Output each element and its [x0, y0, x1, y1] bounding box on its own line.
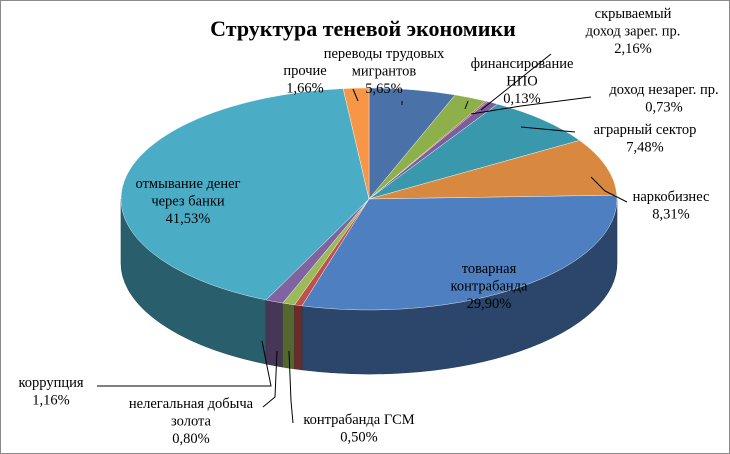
leader-line-коррупция — [97, 340, 272, 387]
leader-line-прочие — [352, 88, 359, 102]
slice-отмывание-денег-через-банки — [120, 88, 370, 301]
leader-line-нелегальная-добыча-золота — [262, 350, 278, 408]
data-label-value-нелегальная-добыча-золота: 0,80% — [172, 431, 209, 447]
data-label-value-коррупция: 1,16% — [32, 393, 69, 409]
data-label-name-контрабанда-гсм: контрабанда ГСМ — [303, 412, 414, 428]
data-label-value-скрываемый-доход-зарег-пр: 2,16% — [614, 41, 651, 57]
data-label-name-отмывание-денег-через-банки: отмывание денег — [136, 176, 241, 192]
data-label-name-наркобизнес: наркобизнес — [633, 189, 710, 205]
slice-side-контрабанда-гсм — [294, 304, 303, 371]
data-label-value-доход-незарег-пр: 0,73% — [645, 100, 682, 116]
slice-side-нелегальная-добыча-золота — [282, 302, 295, 370]
data-label-name-переводы-трудовых-мигрантов: переводы трудовых — [324, 46, 445, 62]
data-label-value-контрабанда-гсм: 0,50% — [340, 430, 377, 446]
leader-line-контрабанда-гсм — [288, 350, 294, 424]
data-label-value-наркобизнес: 8,31% — [652, 207, 689, 223]
leader-line-доход-незарег-пр — [470, 96, 592, 115]
data-label-name-доход-незарег-пр: доход незарег. пр. — [609, 82, 718, 98]
data-label-name-скрываемый-доход-зарег-пр: скрываемый — [595, 6, 672, 22]
slice-прочие — [342, 87, 370, 200]
slice-side-коррупция — [265, 299, 284, 368]
data-label-value-аграрный-сектор: 7,48% — [626, 140, 663, 156]
data-label-name-нелегальная-добыча-золота: нелегальная добыча — [129, 396, 254, 412]
data-label-value-переводы-трудовых-мигрантов: 5,65% — [365, 81, 402, 97]
data-label-name-финансирование-нпо: НПО — [506, 74, 537, 90]
data-label-value-товарная-контрабанда: 29,90% — [467, 296, 512, 312]
data-label-name-аграрный-сектор: аграрный сектор — [594, 122, 697, 138]
data-label-value-финансирование-нпо: 0,13% — [503, 91, 540, 107]
slice-товарная-контрабанда — [301, 195, 618, 311]
data-label-name-товарная-контрабанда: товарная — [462, 261, 517, 277]
data-label-name-прочие: прочие — [283, 63, 326, 79]
leader-line-аграрный-сектор — [520, 126, 576, 133]
data-label-name-коррупция: коррупция — [18, 375, 83, 391]
data-label-name-товарная-контрабанда: контрабанда — [451, 279, 528, 295]
leader-line-скрываемый-доход-зарег-пр — [480, 53, 552, 111]
data-label-value-отмывание-денег-через-банки: 41,53% — [166, 211, 211, 227]
slice-наркобизнес — [368, 140, 618, 200]
chart-title: Структура теневой экономики — [210, 16, 516, 41]
data-label-name-финансирование-нпо: финансирование — [471, 56, 574, 72]
data-label-name-отмывание-денег-через-банки: через банки — [151, 194, 225, 210]
leader-line-наркобизнес — [590, 176, 628, 203]
data-label-name-скрываемый-доход-зарег-пр: доход зарег. пр. — [586, 24, 681, 40]
data-label-value-прочие: 1,66% — [286, 81, 323, 97]
data-label-name-нелегальная-добыча-золота: золота — [171, 414, 212, 430]
leader-line-финансирование-нпо — [464, 100, 469, 110]
data-label-name-переводы-трудовых-мигрантов: мигрантов — [352, 64, 417, 80]
